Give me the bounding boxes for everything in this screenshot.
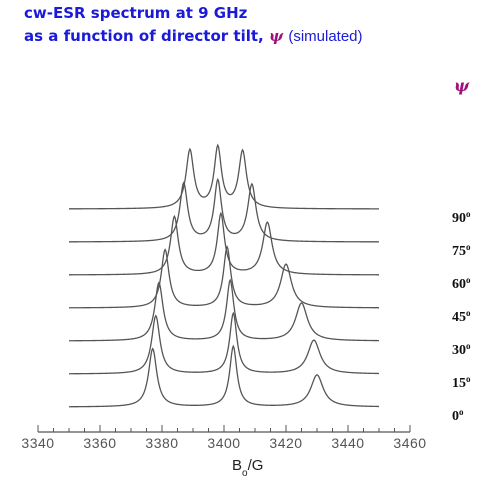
angle-label-60: 60o	[452, 275, 471, 292]
x-axis-label-main: B	[232, 457, 242, 474]
angle-degree-sign: o	[466, 275, 471, 285]
x-tick-label: 3340	[21, 435, 54, 451]
angle-value: 30	[452, 343, 466, 358]
angle-label-0: 0o	[452, 407, 464, 424]
angle-value: 15	[452, 376, 466, 391]
title-line-2-text: as a function of director tilt,	[24, 27, 264, 45]
x-axis-label-unit: /G	[248, 457, 264, 474]
angle-label-45: 45o	[452, 308, 471, 325]
angle-label-75: 75o	[452, 242, 471, 259]
title-psi-symbol: ψ	[268, 27, 284, 45]
angle-degree-sign: o	[466, 308, 471, 318]
spectrum-line-60	[68, 211, 379, 276]
angle-value: 60	[452, 277, 466, 292]
spectrum-line-45	[69, 245, 379, 309]
spectrum-line-90	[69, 143, 380, 210]
angle-value: 90	[452, 211, 466, 226]
angle-degree-sign: o	[466, 209, 471, 219]
psi-column-header: ψ	[454, 76, 470, 95]
x-tick-label: 3380	[145, 435, 178, 451]
spectrum-line-75	[69, 177, 379, 243]
angle-degree-sign: o	[466, 341, 471, 351]
angle-degree-sign: o	[466, 242, 471, 252]
chart-title-line-1: cw-ESR spectrum at 9 GHz	[24, 4, 247, 22]
chart-title-line-2: as a function of director tilt, ψ (simul…	[24, 27, 363, 45]
spectrum-line-30	[69, 278, 379, 342]
spectrum-line-15	[68, 311, 380, 375]
angle-label-90: 90o	[452, 209, 471, 226]
x-tick-label: 3440	[331, 435, 364, 451]
x-axis-label-subscript: o	[242, 468, 248, 479]
title-suffix: (simulated)	[288, 28, 363, 45]
x-axis: 3340 3360 3380 3400 3420 3440 3460	[21, 425, 426, 451]
angle-value: 45	[452, 310, 466, 325]
x-tick-label: 3360	[83, 435, 116, 451]
angle-label-15: 15o	[452, 374, 471, 391]
angle-value: 75	[452, 244, 466, 259]
angle-value: 0	[452, 409, 459, 424]
x-tick-label: 3420	[269, 435, 302, 451]
angle-label-30: 30o	[452, 341, 471, 358]
spectrum-line-0	[68, 344, 380, 408]
x-tick-label: 3400	[207, 435, 240, 451]
spectra-group	[68, 143, 380, 408]
title-line-1-text: cw-ESR spectrum at 9 GHz	[24, 4, 248, 22]
x-tick-label: 3460	[393, 435, 426, 451]
angle-degree-sign: o	[466, 374, 471, 384]
angle-degree-sign: o	[459, 407, 464, 417]
x-axis-label: Bo/G	[232, 457, 263, 479]
